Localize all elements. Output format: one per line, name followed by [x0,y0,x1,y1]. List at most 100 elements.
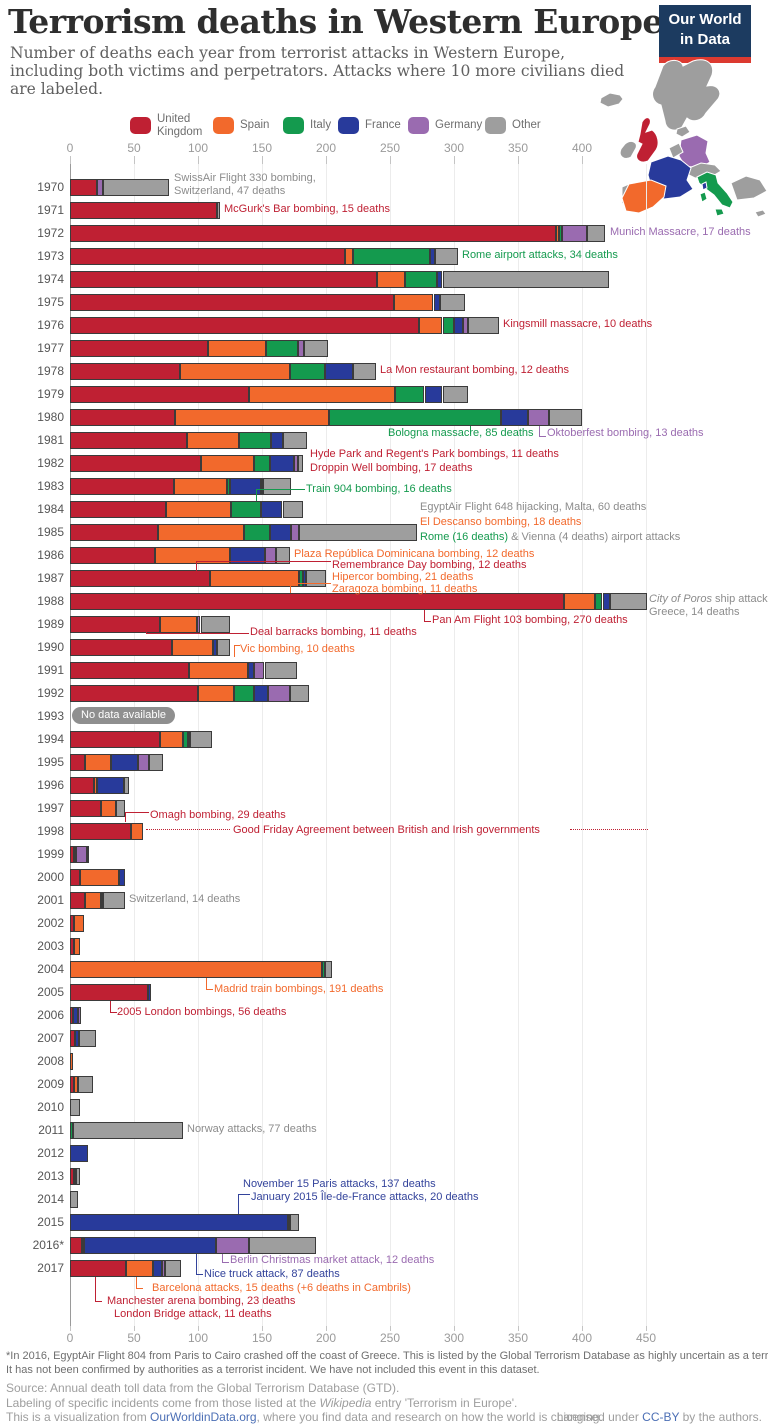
bar-segment-spain-1989[interactable] [159,615,197,633]
bar-segment-uk-1976[interactable] [70,316,420,334]
bar-segment-uk-1988[interactable] [70,592,565,610]
bar-segment-other-1970[interactable] [103,178,169,196]
bar-segment-france-2016[interactable] [84,1236,216,1254]
bar-segment-spain-1992[interactable] [198,684,234,702]
bar-segment-uk-1989[interactable] [70,615,160,633]
bar-segment-germany-1980[interactable] [528,408,549,426]
bar-segment-italy-1988[interactable] [594,592,603,610]
bar-segment-spain-1978[interactable] [180,362,291,380]
bar-segment-spain-1983[interactable] [173,477,228,495]
bar-segment-other-1973[interactable] [434,247,458,265]
bar-segment-uk-1986[interactable] [70,546,155,564]
bar-segment-germany-1970[interactable] [96,178,104,196]
bar-segment-uk-1994[interactable] [70,730,160,748]
bar-segment-spain-1979[interactable] [249,385,396,403]
bar-segment-spain-1990[interactable] [172,638,214,656]
bar-segment-other-1979[interactable] [442,385,469,403]
bar-segment-germany-2015[interactable] [287,1213,291,1231]
bar-segment-uk-2003[interactable] [70,937,74,955]
bar-segment-france-1975[interactable] [433,293,440,311]
bar-segment-other-1981[interactable] [282,431,307,449]
bar-segment-france-2000[interactable] [118,868,125,886]
bar-segment-germany-1986[interactable] [264,546,277,564]
bar-segment-other-1992[interactable] [290,684,310,702]
bar-segment-italy-1983[interactable] [227,477,230,495]
bar-segment-germany-1982[interactable] [294,454,298,472]
bar-segment-spain-2001[interactable] [85,891,101,909]
bar-segment-spain-1980[interactable] [175,408,329,426]
bar-segment-uk-1974[interactable] [70,270,378,288]
bar-segment-other-1983[interactable] [263,477,292,495]
bar-segment-uk-1983[interactable] [70,477,174,495]
bar-segment-uk-1984[interactable] [70,500,166,518]
bar-segment-uk-2002[interactable] [70,914,74,932]
bar-segment-uk-1985[interactable] [70,523,159,541]
bar-segment-spain-1998[interactable] [131,822,143,840]
bar-segment-france-1986[interactable] [230,546,265,564]
bar-segment-uk-2016[interactable] [70,1236,82,1254]
bar-segment-uk-1975[interactable] [70,293,394,311]
bar-segment-germany-1972[interactable] [561,224,588,242]
bar-segment-spain-2004[interactable] [70,960,323,978]
bar-segment-italy-1984[interactable] [231,500,261,518]
bar-segment-italy-1977[interactable] [265,339,298,357]
bar-segment-other-1991[interactable] [264,661,297,679]
bar-segment-italy-2011[interactable] [70,1121,73,1139]
bar-segment-spain-1985[interactable] [158,523,245,541]
bar-segment-france-1973[interactable] [429,247,435,265]
bar-segment-spain-1981[interactable] [186,431,239,449]
bar-segment-spain-1996[interactable] [94,776,97,794]
bar-segment-france-1981[interactable] [271,431,283,449]
bar-segment-france-2012[interactable] [70,1144,88,1162]
bar-segment-uk-1977[interactable] [70,339,209,357]
bar-segment-uk-1997[interactable] [70,799,101,817]
bar-segment-uk-1998[interactable] [70,822,132,840]
bar-segment-other-1987[interactable] [305,569,326,587]
bar-segment-spain-1975[interactable] [393,293,434,311]
bar-segment-france-1992[interactable] [254,684,269,702]
bar-segment-italy-1976[interactable] [442,316,454,334]
bar-segment-italy-1973[interactable] [352,247,430,265]
bar-segment-uk-1970[interactable] [70,178,97,196]
bar-segment-france-1976[interactable] [454,316,463,334]
bar-segment-uk-1978[interactable] [70,362,181,380]
bar-segment-france-1983[interactable] [230,477,261,495]
bar-segment-germany-1976[interactable] [463,316,469,334]
bar-segment-germany-2006[interactable] [77,1006,82,1024]
bar-segment-other-2017[interactable] [164,1259,182,1277]
bar-segment-spain-1977[interactable] [208,339,266,357]
bar-segment-uk-1996[interactable] [70,776,95,794]
bar-segment-other-1988[interactable] [610,592,648,610]
bar-segment-france-1980[interactable] [501,408,529,426]
bar-segment-other-1997[interactable] [116,799,126,817]
bar-segment-other-1989[interactable] [200,615,230,633]
bar-segment-uk-1991[interactable] [70,661,189,679]
bar-segment-spain-2009[interactable] [73,1075,78,1093]
bar-segment-other-1994[interactable] [190,730,213,748]
bar-segment-italy-2016[interactable] [81,1236,85,1254]
bar-segment-france-2017[interactable] [153,1259,163,1277]
bar-segment-france-1987[interactable] [303,569,306,587]
bar-segment-italy-1999[interactable] [73,845,77,863]
bar-segment-france-1984[interactable] [260,500,283,518]
bar-segment-uk-1972[interactable] [70,224,557,242]
bar-segment-spain-1982[interactable] [200,454,255,472]
bar-segment-france-1979[interactable] [424,385,443,403]
bar-segment-italy-1974[interactable] [405,270,438,288]
bar-segment-italy-1980[interactable] [328,408,502,426]
bar-segment-other-1971[interactable] [217,201,220,219]
bar-segment-italy-1985[interactable] [244,523,270,541]
bar-segment-italy-1978[interactable] [290,362,325,380]
bar-segment-uk-1995[interactable] [70,753,86,771]
bar-segment-uk-1999[interactable] [70,845,74,863]
bar-segment-germany-1985[interactable] [291,523,300,541]
bar-segment-uk-1982[interactable] [70,454,201,472]
bar-segment-germany-1991[interactable] [254,661,265,679]
bar-segment-spain-1994[interactable] [159,730,183,748]
bar-segment-france-1991[interactable] [247,661,255,679]
bar-segment-other-2013[interactable] [76,1167,81,1185]
bar-segment-spain-1997[interactable] [100,799,117,817]
bar-segment-uk-2005[interactable] [70,983,149,1001]
bar-segment-italy-1979[interactable] [395,385,425,403]
bar-segment-other-2010[interactable] [70,1098,81,1116]
